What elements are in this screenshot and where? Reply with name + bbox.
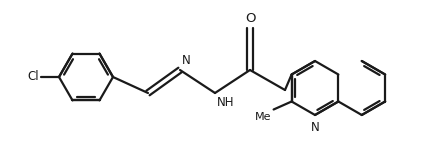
Text: Cl: Cl — [27, 71, 39, 83]
Text: Me: Me — [255, 112, 271, 123]
Text: N: N — [310, 121, 320, 134]
Text: O: O — [245, 12, 255, 25]
Text: NH: NH — [217, 96, 235, 109]
Text: N: N — [182, 54, 191, 67]
